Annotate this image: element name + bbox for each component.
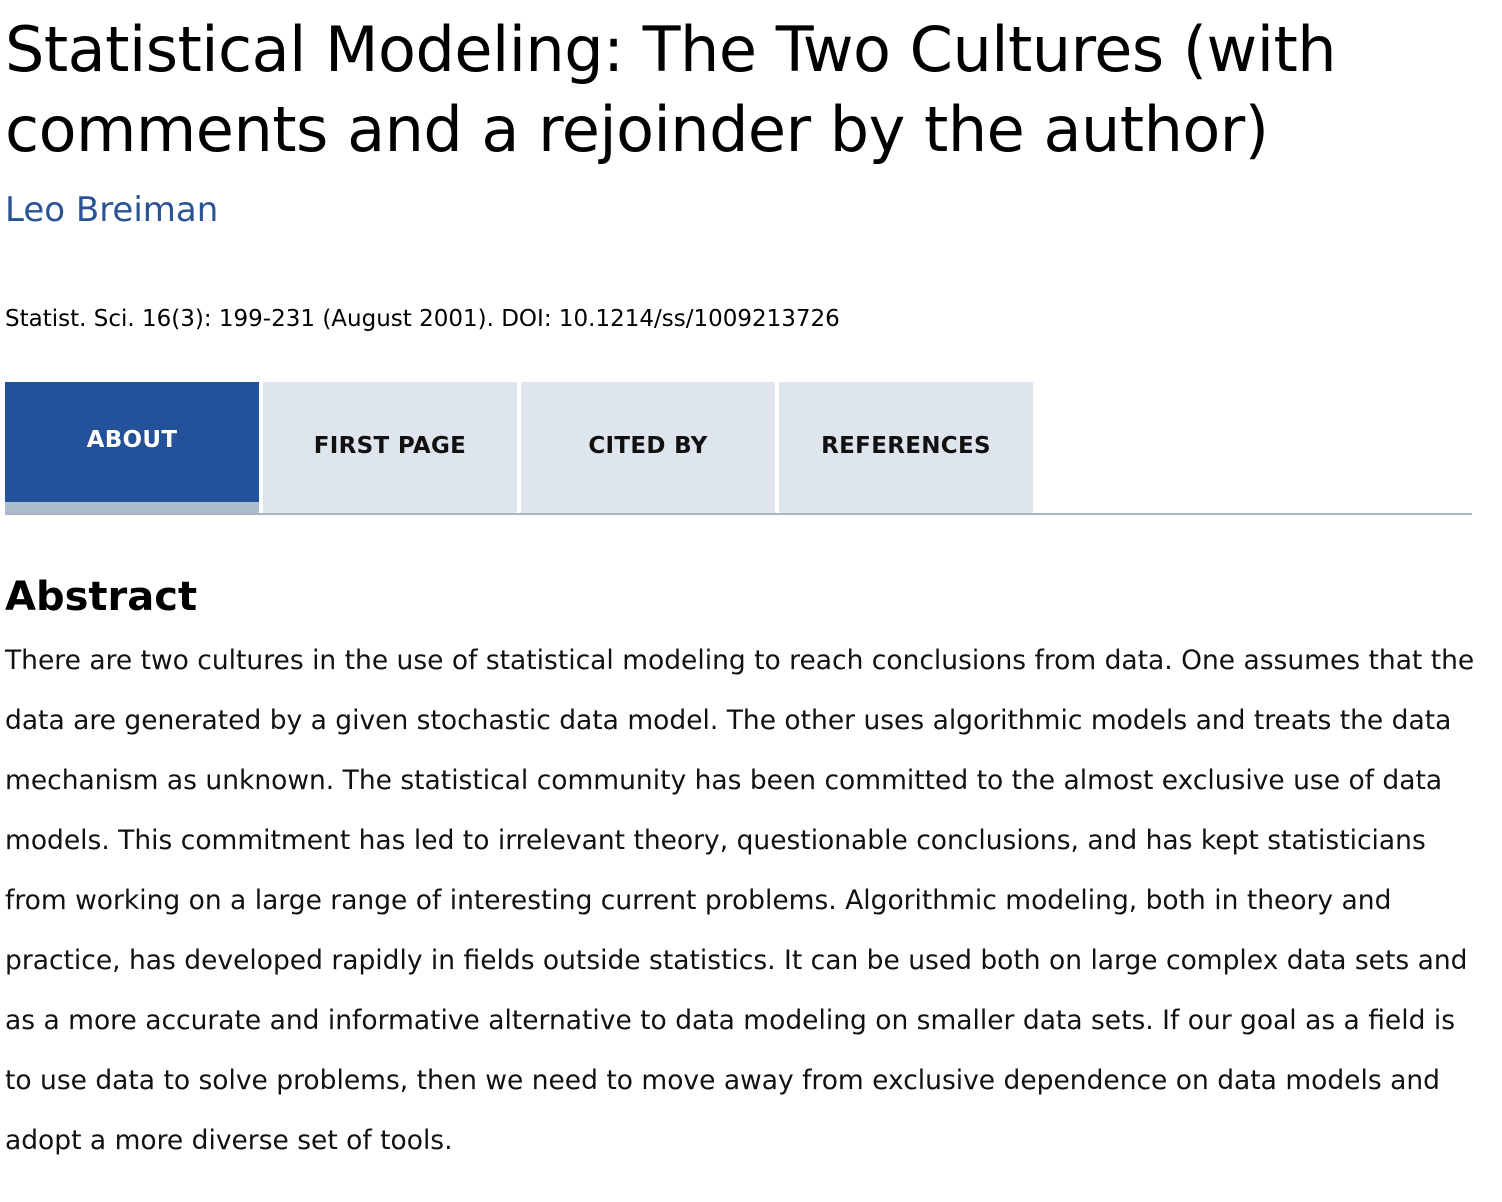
tab-about-label: ABOUT <box>86 427 178 453</box>
tab-references[interactable]: REFERENCES <box>779 382 1033 513</box>
citation-info: Statist. Sci. 16(3): 199-231 (August 200… <box>5 306 840 332</box>
tab-first-page[interactable]: FIRST PAGE <box>263 382 517 513</box>
abstract-text: There are two cultures in the use of sta… <box>5 645 1475 1156</box>
tab-cited-by-label: CITED BY <box>588 432 708 459</box>
abstract-heading: Abstract <box>5 574 198 620</box>
tab-about[interactable]: ABOUT <box>5 382 259 513</box>
article-tabs: ABOUT FIRST PAGE CITED BY REFERENCES <box>5 382 1472 515</box>
tab-first-page-label: FIRST PAGE <box>313 432 467 459</box>
author-link[interactable]: Leo Breiman <box>5 190 219 230</box>
tab-cited-by[interactable]: CITED BY <box>521 382 775 513</box>
article-title: Statistical Modeling: The Two Cultures (… <box>5 13 1337 166</box>
tab-references-label: REFERENCES <box>821 432 991 459</box>
